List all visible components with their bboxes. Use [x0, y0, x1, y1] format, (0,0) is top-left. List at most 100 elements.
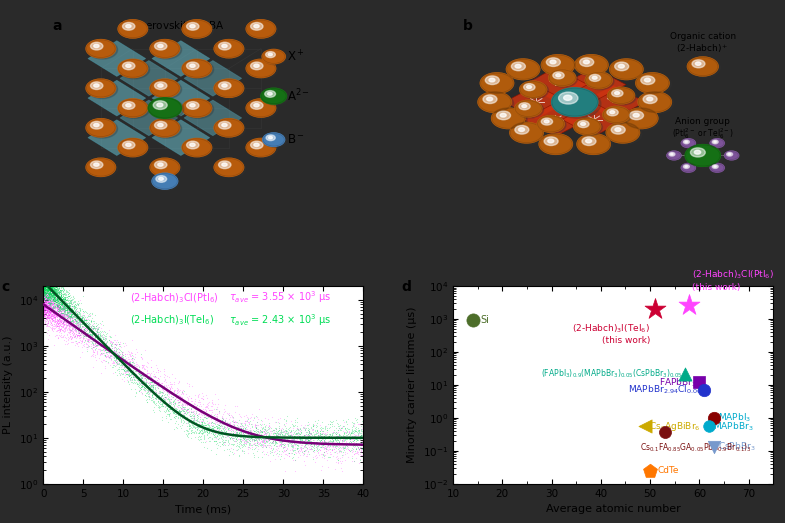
Circle shape — [712, 140, 718, 144]
Point — [301, 422, 314, 430]
Point — [191, 401, 203, 410]
Point — [52, 291, 64, 299]
Point — [57, 294, 70, 302]
Point — [323, 431, 336, 440]
Point — [41, 285, 53, 293]
Point — [136, 379, 148, 388]
Point — [56, 309, 68, 317]
Point — [53, 303, 65, 312]
Point — [58, 291, 71, 300]
Point — [51, 301, 64, 309]
Point — [325, 434, 338, 442]
Point — [42, 290, 54, 299]
Point — [221, 429, 233, 437]
Point — [215, 428, 228, 436]
Point — [57, 313, 70, 321]
Point — [312, 441, 324, 450]
Point — [162, 392, 174, 400]
Point — [103, 348, 115, 356]
Point — [55, 309, 68, 317]
Point — [64, 338, 77, 346]
Point — [39, 275, 52, 283]
Point — [42, 313, 55, 321]
Point — [44, 293, 57, 301]
Circle shape — [265, 52, 276, 58]
Point — [38, 276, 50, 284]
Point — [260, 427, 272, 435]
Point — [136, 382, 148, 390]
Point — [302, 437, 315, 446]
Point — [38, 281, 51, 289]
Circle shape — [266, 135, 276, 141]
Point — [53, 325, 66, 334]
Point — [38, 311, 50, 320]
Point — [216, 426, 228, 435]
Point — [233, 435, 246, 443]
Point — [122, 359, 134, 368]
Point — [39, 294, 52, 302]
Point — [49, 269, 62, 277]
Point — [144, 376, 156, 384]
Point — [332, 431, 345, 440]
Point — [266, 432, 279, 440]
Point — [257, 444, 269, 452]
Point — [85, 334, 97, 342]
Point — [48, 295, 60, 303]
Point — [192, 409, 205, 417]
Point — [111, 360, 124, 368]
Point — [53, 305, 65, 313]
Point — [60, 315, 73, 324]
Point — [149, 372, 162, 381]
Point — [122, 357, 135, 366]
Point — [38, 299, 50, 308]
Point — [333, 430, 345, 439]
Point — [48, 296, 60, 304]
Point — [354, 432, 367, 440]
Point — [345, 431, 358, 440]
Point — [356, 443, 368, 451]
Point — [68, 310, 81, 319]
Point — [47, 309, 60, 317]
Point — [47, 297, 60, 305]
Point — [47, 300, 60, 308]
Point — [42, 280, 55, 288]
Point — [294, 434, 307, 442]
Point — [81, 319, 93, 327]
Point — [155, 400, 168, 408]
Point — [38, 291, 50, 299]
Point — [58, 316, 71, 325]
Point — [38, 268, 51, 277]
Point — [261, 451, 274, 459]
Point — [38, 311, 50, 319]
Point — [47, 299, 60, 307]
Point — [46, 295, 59, 304]
Point — [183, 421, 195, 429]
Point — [277, 448, 290, 456]
Point — [299, 421, 312, 429]
Point — [96, 338, 108, 347]
Point — [255, 430, 268, 439]
Point — [40, 268, 53, 277]
Point — [50, 302, 63, 310]
Point — [206, 426, 219, 435]
Point — [318, 429, 330, 438]
Point — [119, 349, 131, 358]
Point — [284, 441, 297, 449]
Point — [86, 343, 99, 351]
Point — [237, 426, 250, 434]
Point — [71, 315, 83, 324]
Point — [225, 427, 237, 435]
Point — [302, 435, 315, 444]
Circle shape — [564, 95, 572, 100]
Point — [44, 306, 57, 314]
Point — [42, 285, 54, 293]
Point — [130, 358, 142, 366]
Point — [305, 439, 318, 448]
Point — [276, 437, 288, 446]
Point — [56, 297, 68, 305]
Point — [335, 467, 348, 475]
Point — [175, 410, 188, 418]
Point — [294, 443, 306, 451]
Point — [239, 434, 251, 442]
Point — [169, 406, 181, 414]
